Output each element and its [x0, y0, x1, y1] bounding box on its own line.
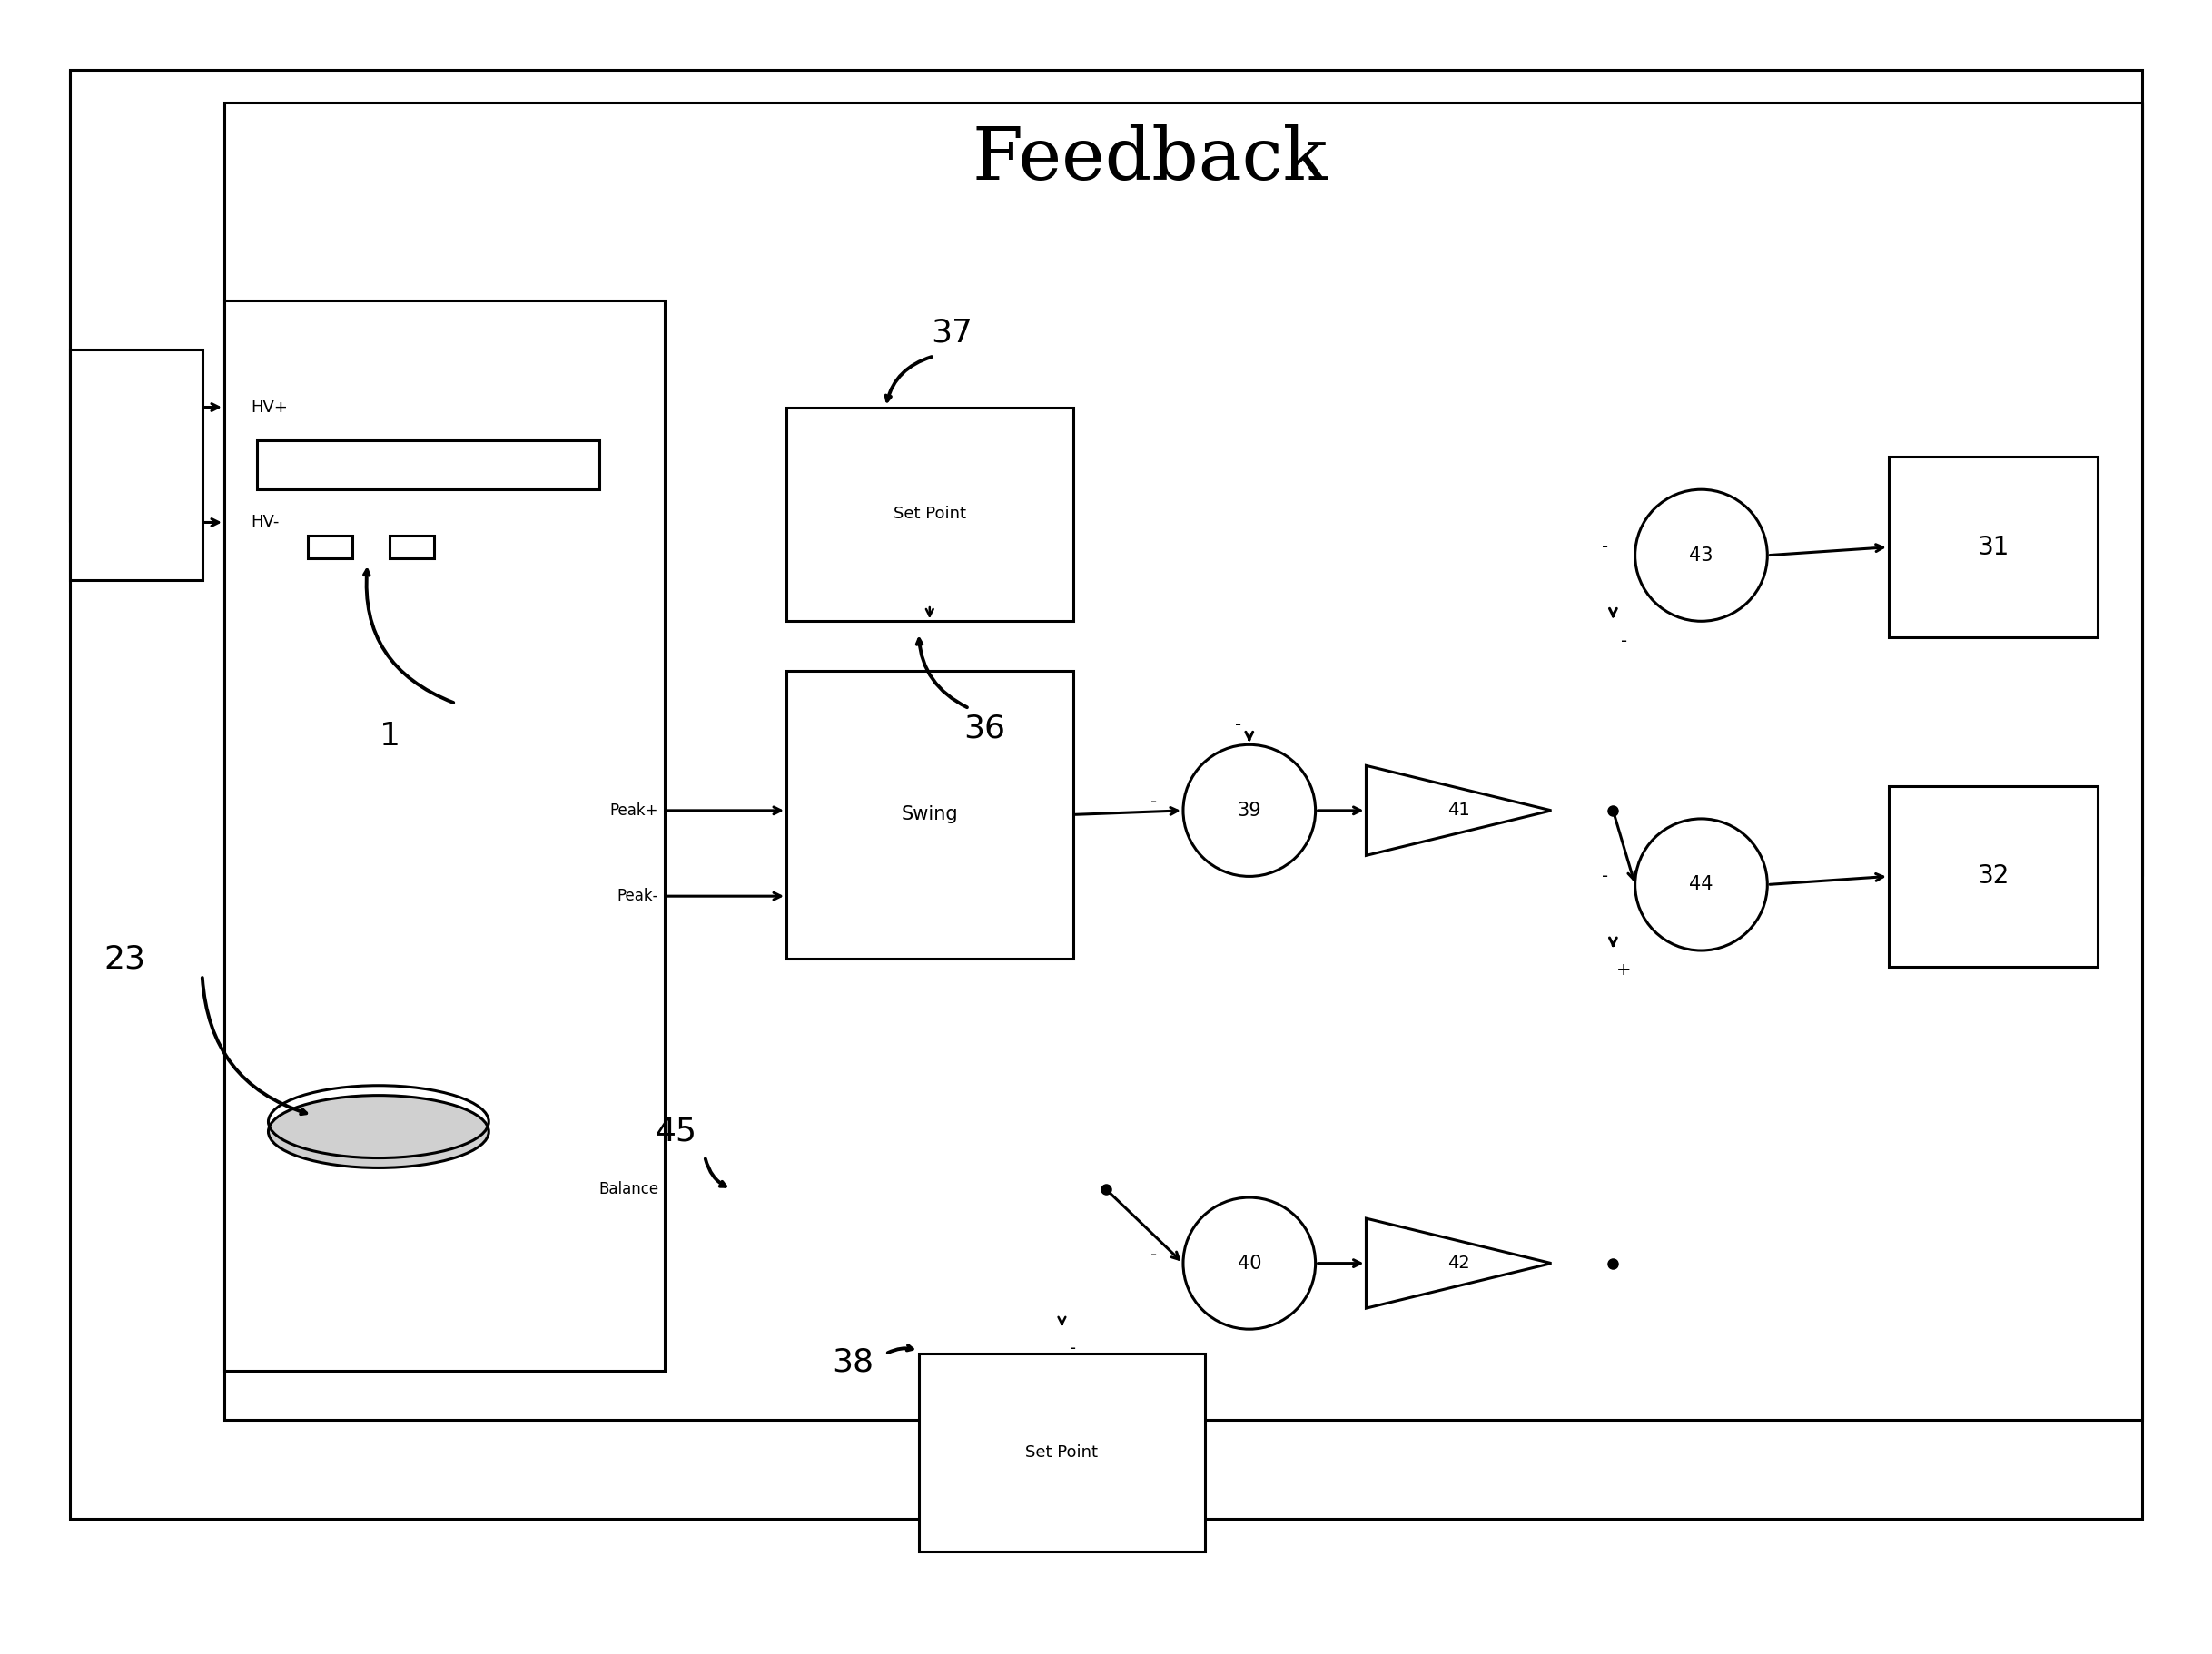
Text: 23: 23 [104, 943, 146, 974]
Text: Set Point: Set Point [1026, 1444, 1097, 1460]
Polygon shape [1367, 1219, 1551, 1308]
Text: 38: 38 [832, 1346, 874, 1378]
Text: -: - [1150, 794, 1157, 810]
Text: 39: 39 [1237, 802, 1261, 820]
Text: 1: 1 [378, 721, 400, 753]
Text: 42: 42 [1447, 1255, 1471, 1272]
Text: -: - [1071, 1340, 1077, 1358]
Bar [785, 670, 1073, 959]
Text: Set Point: Set Point [894, 506, 967, 523]
Text: Feedback: Feedback [973, 124, 1327, 195]
Ellipse shape [1635, 819, 1767, 951]
Text: 40: 40 [1237, 1254, 1261, 1272]
Bar [1889, 786, 2097, 968]
Text: -: - [1234, 716, 1241, 733]
Text: -: - [1601, 539, 1608, 556]
Text: +: + [1617, 961, 1632, 979]
Bar [71, 349, 201, 581]
Ellipse shape [268, 1095, 489, 1168]
Bar [257, 440, 599, 490]
Text: HV+: HV+ [250, 399, 288, 415]
Text: Peak-: Peak- [617, 888, 659, 905]
Text: Balance: Balance [599, 1181, 659, 1197]
Text: HV-: HV- [250, 514, 279, 531]
Bar [307, 536, 352, 559]
Ellipse shape [1635, 490, 1767, 622]
Text: 41: 41 [1447, 802, 1471, 819]
Text: 37: 37 [931, 318, 973, 349]
Bar [223, 299, 666, 1370]
Text: 43: 43 [1690, 546, 1714, 564]
Bar [389, 536, 434, 559]
Bar [71, 69, 2141, 1518]
Ellipse shape [1183, 1197, 1316, 1330]
Text: Peak+: Peak+ [611, 802, 659, 819]
Bar [785, 407, 1073, 622]
Text: 31: 31 [1978, 534, 2008, 559]
Text: 45: 45 [655, 1116, 697, 1146]
Text: 36: 36 [964, 713, 1006, 744]
Bar [1889, 457, 2097, 638]
Text: 44: 44 [1690, 875, 1714, 893]
Bar [223, 103, 2141, 1419]
Ellipse shape [1183, 744, 1316, 877]
Polygon shape [1367, 766, 1551, 855]
Text: -: - [1601, 868, 1608, 885]
Text: -: - [1621, 632, 1628, 650]
Text: 32: 32 [1978, 863, 2008, 890]
Text: -: - [1150, 1247, 1157, 1264]
Bar [918, 1355, 1206, 1551]
Text: Swing: Swing [900, 805, 958, 824]
